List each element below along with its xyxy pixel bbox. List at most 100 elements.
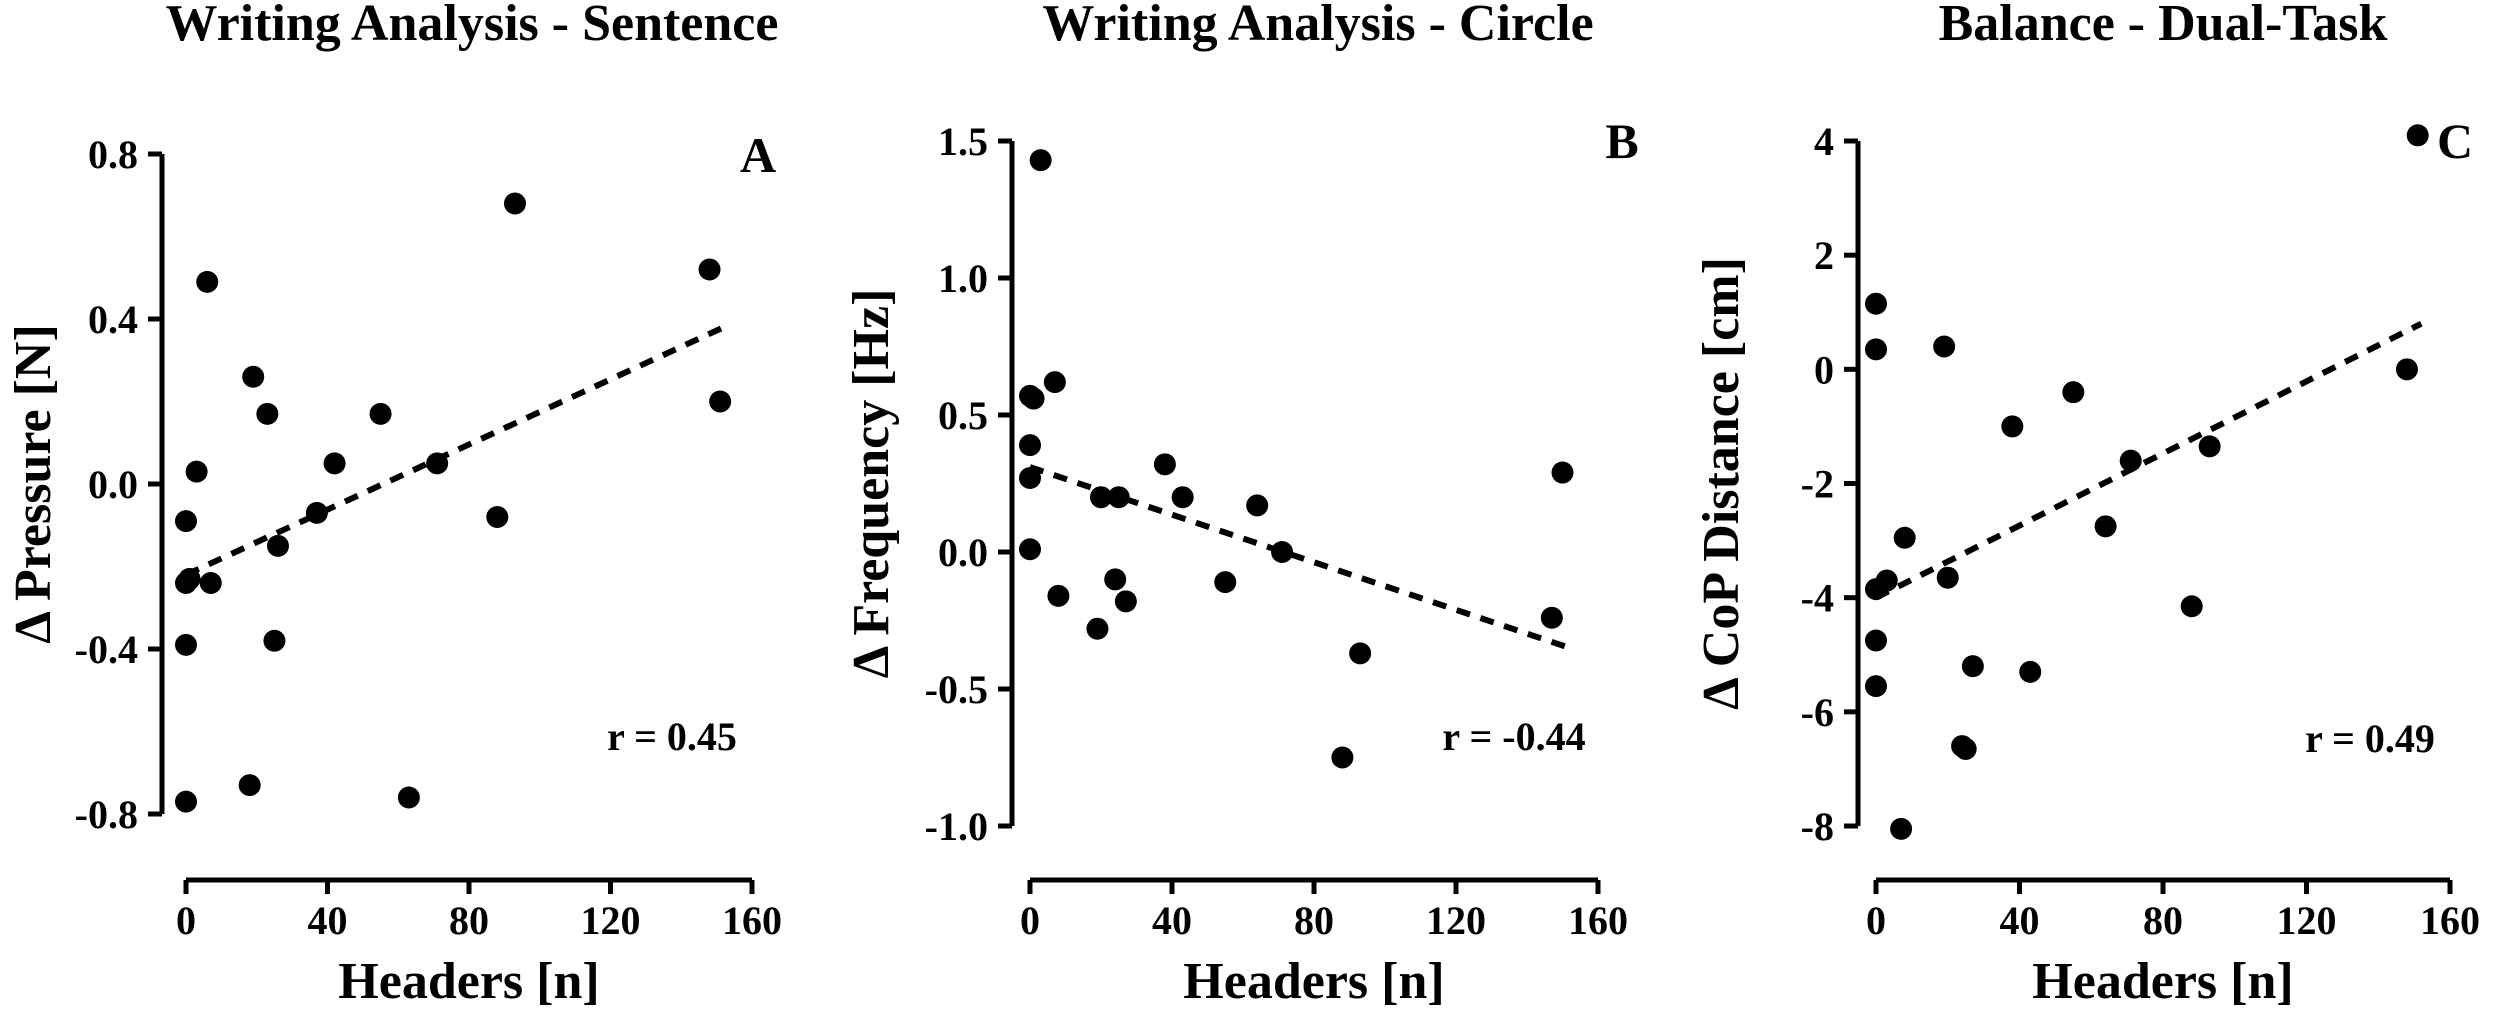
- y-tick-label: -0.5: [925, 667, 988, 712]
- data-point: [2180, 595, 2203, 618]
- data-point: [1029, 149, 1052, 172]
- data-point: [256, 402, 279, 425]
- x-tick-label: 0: [176, 898, 196, 943]
- x-tick-label: 40: [1152, 898, 1192, 943]
- data-point: [1019, 538, 1041, 561]
- data-point: [1090, 486, 1112, 509]
- data-point: [1022, 387, 1045, 410]
- data-point: [397, 786, 420, 809]
- data-point: [1086, 617, 1109, 640]
- data-point: [2406, 124, 2429, 147]
- data-point: [1107, 486, 1130, 509]
- data-point: [1865, 292, 1887, 315]
- data-point: [1246, 494, 1269, 517]
- x-tick-label: 80: [449, 898, 489, 943]
- correlation-label: r = 0.49: [2305, 716, 2435, 761]
- y-tick-label: 1.0: [938, 256, 988, 301]
- x-tick-label: 80: [2143, 898, 2183, 943]
- y-axis-label: Δ CoP Distance [cm]: [1693, 257, 1750, 710]
- correlation-label: r = -0.44: [1442, 714, 1585, 759]
- y-tick-label: 0.0: [938, 530, 988, 575]
- data-point: [369, 402, 392, 425]
- data-point: [1171, 486, 1194, 509]
- x-tick-label: 160: [1568, 898, 1628, 943]
- data-point: [1047, 584, 1070, 607]
- x-tick-label: 40: [308, 898, 348, 943]
- data-point: [1540, 606, 1563, 629]
- chart-title: Writing Analysis - Circle: [1042, 0, 1593, 52]
- data-point: [185, 460, 208, 483]
- trend-line: [1029, 464, 1571, 651]
- data-point: [1019, 434, 1041, 457]
- x-axis-label: Headers [n]: [2032, 953, 2293, 1010]
- y-tick-label: 0: [1814, 347, 1834, 392]
- data-point: [2062, 381, 2085, 404]
- data-point: [1890, 817, 1913, 840]
- y-tick-label: 0.5: [938, 393, 988, 438]
- y-tick-label: -0.4: [75, 627, 138, 672]
- data-point: [1961, 655, 1984, 678]
- panel-letter: A: [740, 127, 776, 183]
- y-axis-label: Δ Frequency [Hz]: [843, 289, 900, 679]
- data-point: [1331, 746, 1354, 769]
- data-point: [175, 510, 197, 533]
- data-point: [1043, 371, 1066, 394]
- x-tick-label: 0: [1866, 898, 1886, 943]
- data-point: [1104, 568, 1127, 591]
- data-point: [1893, 526, 1916, 549]
- data-point: [175, 633, 197, 656]
- y-tick-label: -8: [1801, 804, 1834, 849]
- x-tick-label: 160: [722, 898, 782, 943]
- data-point: [1954, 737, 1977, 760]
- y-tick-label: -4: [1801, 576, 1834, 621]
- data-point: [196, 270, 219, 293]
- y-tick-label: 2: [1814, 233, 1834, 278]
- data-point: [1933, 335, 1956, 358]
- panel-letter: C: [2437, 113, 2473, 169]
- chart-title: Writing Analysis - Sentence: [166, 0, 779, 52]
- x-tick-label: 120: [581, 898, 641, 943]
- data-point: [2395, 358, 2418, 381]
- data-point: [1865, 629, 1887, 652]
- x-tick-label: 120: [1426, 898, 1486, 943]
- chart-title: Balance - Dual-Task: [1939, 0, 2388, 52]
- panel-letter: B: [1605, 113, 1638, 169]
- data-point: [1551, 461, 1574, 484]
- data-point: [1153, 453, 1176, 476]
- data-point: [1936, 566, 1959, 589]
- data-point: [199, 572, 222, 594]
- data-point: [426, 452, 449, 475]
- trend-line: [1874, 320, 2423, 601]
- data-point: [1114, 590, 1137, 613]
- data-point: [238, 774, 261, 797]
- y-tick-label: 1.5: [938, 119, 988, 164]
- data-point: [266, 534, 289, 557]
- trend-line: [184, 324, 725, 578]
- y-tick-label: -6: [1801, 690, 1834, 735]
- y-tick-label: -2: [1801, 462, 1834, 507]
- data-point: [175, 790, 197, 813]
- data-point: [2019, 660, 2042, 683]
- data-point: [263, 629, 286, 652]
- y-axis-label: Δ Pressure [N]: [5, 324, 62, 644]
- data-point: [178, 567, 201, 590]
- data-point: [709, 390, 732, 413]
- data-point: [2198, 435, 2221, 458]
- x-tick-label: 120: [2277, 898, 2337, 943]
- data-point: [323, 452, 346, 475]
- data-point: [503, 192, 526, 215]
- x-tick-label: 80: [1294, 898, 1334, 943]
- y-tick-label: 0.4: [88, 297, 138, 342]
- data-point: [2001, 415, 2024, 438]
- panel-a: Writing Analysis - Sentence -0.8 -0.4 0.0 0.…: [5, 0, 782, 1010]
- x-tick-label: 160: [2420, 898, 2480, 943]
- x-axis-label: Headers [n]: [1183, 953, 1444, 1010]
- data-point: [2119, 449, 2142, 472]
- data-point: [1214, 571, 1237, 594]
- data-point: [2094, 515, 2117, 538]
- y-tick-label: 0.8: [88, 132, 138, 177]
- data-point: [1271, 541, 1294, 563]
- data-point: [242, 365, 265, 388]
